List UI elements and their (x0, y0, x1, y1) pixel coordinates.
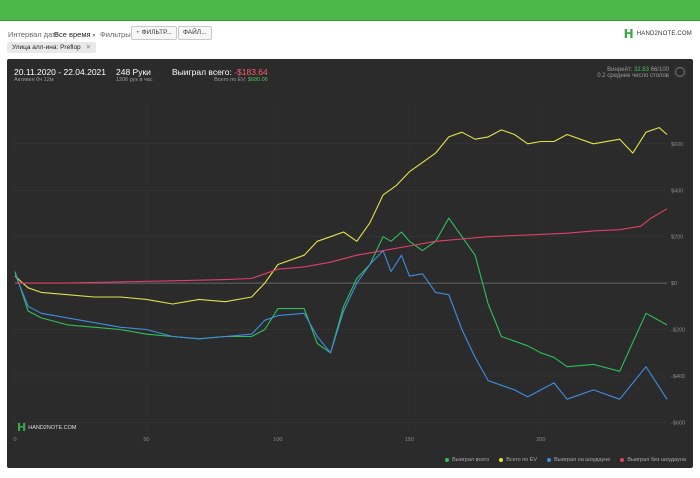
filter-toolbar: Интервал дат: Все время ▾ Фильтры: + ФИЛ… (0, 21, 700, 59)
y-tick-label: -$400 (671, 374, 685, 380)
y-tick-label: -$200 (671, 328, 685, 334)
legend-ev[interactable]: Всего по EV (499, 457, 537, 463)
plus-icon: + (136, 29, 140, 36)
chart-watermark: H HAND2NOTE.COM (17, 421, 77, 434)
avg-tables: 0.2 среднее число столов (597, 73, 669, 79)
hand2note-logo-icon: H (623, 27, 634, 41)
winrate-bb: 66/100 (650, 67, 669, 73)
file-button[interactable]: ФАЙЛ... (178, 26, 212, 40)
app-top-bar (0, 0, 700, 21)
y-tick-label: $0 (671, 281, 677, 287)
hands-block: 248 Руки 1206 рук в час (116, 67, 153, 83)
y-tick-label: $200 (671, 235, 683, 241)
filters-label: Фильтры: (100, 30, 133, 39)
winrate-value: 32.83 (633, 67, 649, 73)
date-interval-select[interactable]: Все время ▾ (54, 30, 96, 39)
hand2note-logo-icon: H (17, 421, 27, 434)
legend-won[interactable]: Выиграл всего (445, 457, 489, 463)
x-tick-label: 50 (143, 437, 149, 443)
graph-panel: 20.11.2020 - 22.04.2021 Активен 0ч 12м 2… (7, 59, 693, 468)
x-tick-label: 0 (13, 437, 16, 443)
active-filter-chip[interactable]: Улица алл-ина: Preflop ✕ (7, 42, 97, 53)
brand-logo: H HAND2NOTE.COM (623, 27, 692, 41)
series-line-won (14, 217, 668, 372)
active-time: Активен 0ч 12м (14, 77, 54, 83)
x-tick-label: 150 (405, 437, 414, 443)
series-line-showdown (14, 250, 668, 400)
winrate-block: Винрейт: 32.83 66/100 0.2 среднее число … (597, 67, 669, 79)
filter-button[interactable]: + ФИЛЬТР... (131, 26, 177, 40)
series-line-ev (14, 127, 668, 305)
x-tick-label: 200 (536, 437, 545, 443)
legend-dot (499, 458, 504, 462)
chart-legend: Выиграл всего Всего по EV Выиграл на шоу… (445, 457, 686, 463)
close-icon[interactable]: ✕ (85, 44, 92, 51)
settings-icon[interactable] (675, 67, 685, 77)
legend-showdown[interactable]: Выиграл на шоудауне (547, 457, 610, 463)
hands-per-hour: 1206 рук в час (116, 77, 153, 83)
ev-value: $680.06 (247, 77, 268, 83)
chevron-down-icon: ▾ (92, 33, 96, 39)
legend-dot (445, 458, 450, 462)
x-tick-label: 100 (273, 437, 282, 443)
legend-dot (620, 458, 625, 462)
y-tick-label: $600 (671, 142, 683, 148)
y-tick-label: -$600 (671, 420, 685, 426)
date-range-block: 20.11.2020 - 22.04.2021 Активен 0ч 12м (14, 67, 106, 83)
winrate-label: Винрейт: (607, 67, 633, 73)
date-range: 20.11.2020 - 22.04.2021 (14, 67, 107, 77)
won-value: -$183.64 (234, 67, 268, 77)
won-label: Выиграл всего: (172, 67, 232, 77)
won-block: Выиграл всего: -$183.64 Всего по EV: $68… (172, 67, 268, 83)
y-tick-label: $400 (671, 188, 683, 194)
date-interval-label: Интервал дат: (8, 30, 58, 39)
legend-dot (547, 458, 552, 462)
hands-count: 248 Руки (116, 67, 151, 77)
ev-label: Всего по EV: (214, 77, 247, 83)
legend-nonshowdown[interactable]: Выиграл без шоудауна (620, 457, 686, 463)
profit-chart: $600 $400 $200 $0 -$200 -$400 -$600 0 50 100 150 20… (13, 99, 685, 443)
series-line-nonshowdown (15, 208, 668, 284)
